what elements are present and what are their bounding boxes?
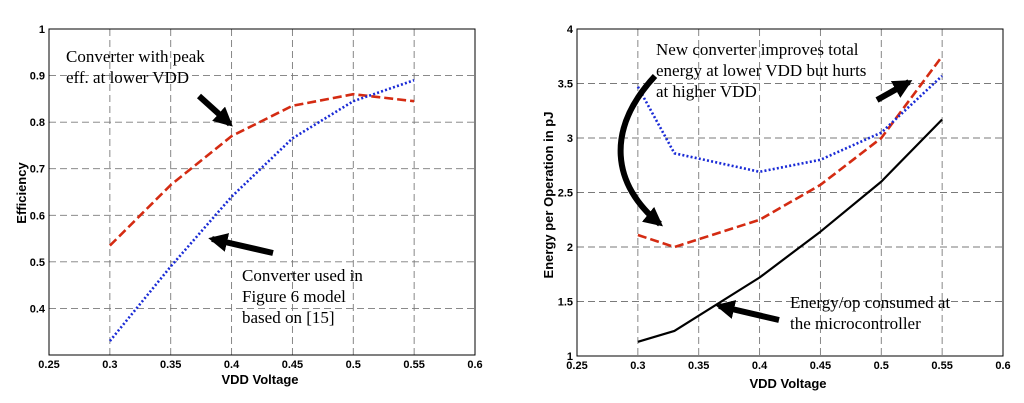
series-group [636, 55, 944, 343]
y-tick-label: 0.9 [30, 71, 45, 83]
y-tick-label: 0.7 [30, 164, 45, 176]
y-axis-label: Energy per Operation in pJ [541, 112, 556, 279]
x-tick-labels: 0.25 0.3 0.35 0.4 0.45 0.5 0.55 0.6 [38, 359, 482, 371]
x-tick-label: 0.5 [874, 360, 889, 372]
annotation-new-converter: New converter improves total energy at l… [656, 40, 871, 101]
x-tick-label: 0.35 [688, 360, 709, 372]
x-tick-label: 0.35 [160, 359, 181, 371]
y-tick-label: 0.8 [30, 117, 45, 129]
annotation-line: the microcontroller [790, 314, 921, 333]
y-tick-label: 3 [567, 133, 573, 145]
y-tick-label: 0.5 [30, 257, 45, 269]
x-axis-label: VDD Voltage [221, 372, 298, 387]
annotation-line: Converter with peak [66, 47, 205, 66]
x-tick-label: 0.55 [403, 359, 424, 371]
annotation-line: Converter used in [242, 266, 363, 285]
x-axis-label: VDD Voltage [749, 376, 826, 391]
arrow-curved-lower-vdd [617, 73, 663, 227]
x-tick-label: 0.5 [346, 359, 361, 371]
annotation-microcontroller: Energy/op consumed at the microcontrolle… [790, 293, 954, 333]
annotation-line: Figure 6 model [242, 287, 346, 306]
x-tick-label: 0.3 [102, 359, 117, 371]
efficiency-chart: 0.25 0.3 0.35 0.4 0.45 0.5 0.55 0.6 0.40.50.60.… [14, 24, 483, 387]
y-tick-label: 2.5 [558, 188, 573, 200]
annotation-line: energy at lower VDD but hurts [656, 61, 866, 80]
annotation-line: based on [15] [242, 308, 335, 327]
x-tick-label: 0.45 [810, 360, 831, 372]
annotation-line: at higher VDD [656, 82, 757, 101]
y-axis-label: Efficiency [14, 162, 29, 224]
x-tick-label: 0.45 [282, 359, 303, 371]
y-tick-label: 4 [567, 24, 574, 36]
series-line-2 [636, 74, 943, 174]
x-tick-label: 0.25 [566, 360, 587, 372]
x-tick-label: 0.3 [630, 360, 645, 372]
x-tick-label: 0.25 [38, 359, 59, 371]
series-line-2 [108, 78, 415, 342]
x-tick-label: 0.6 [467, 359, 482, 371]
y-tick-labels: 1 1.5 2 2.5 3 3.5 4 [558, 24, 574, 363]
y-tick-label: 0.6 [30, 210, 45, 222]
plot-frame [576, 28, 1004, 357]
arrow-microcontroller [715, 300, 780, 323]
annotation-line: Energy/op consumed at [790, 293, 950, 312]
x-tick-label: 0.4 [752, 360, 768, 372]
x-tick-label: 0.6 [995, 360, 1010, 372]
series-line-1 [108, 92, 415, 247]
annotation-line: New converter improves total [656, 40, 859, 59]
y-tick-labels: 0.4 0.5 0.6 0.7 0.8 0.9 1 [30, 24, 46, 315]
arrow-higher-vdd [875, 79, 913, 103]
y-tick-label: 2 [567, 242, 573, 254]
x-tick-label: 0.4 [224, 359, 240, 371]
series-group [108, 78, 415, 342]
y-tick-label: 1 [39, 24, 45, 36]
arrow-figure6 [208, 233, 274, 256]
series-line-1 [637, 55, 944, 249]
y-tick-label: 0.4 [30, 303, 46, 315]
annotation-line: eff. at lower VDD [66, 68, 189, 87]
y-tick-label: 3.5 [558, 79, 573, 91]
annotation-figure6: Converter used in Figure 6 model based o… [242, 266, 367, 327]
y-tick-label: 1.5 [558, 297, 573, 309]
energy-chart: 0.25 0.3 0.35 0.4 0.45 0.5 0.55 0.6 1 1.5 2 2.5 3 3.… [541, 24, 1011, 391]
annotation-peak-eff: Converter with peak eff. at lower VDD [66, 47, 209, 87]
x-tick-labels: 0.25 0.3 0.35 0.4 0.45 0.5 0.55 0.6 [566, 360, 1010, 372]
arrow-peak-eff [196, 93, 233, 127]
plot-frame [48, 28, 476, 356]
series-line-3 [637, 118, 943, 343]
y-tick-label: 1 [567, 351, 573, 363]
x-tick-label: 0.55 [931, 360, 952, 372]
